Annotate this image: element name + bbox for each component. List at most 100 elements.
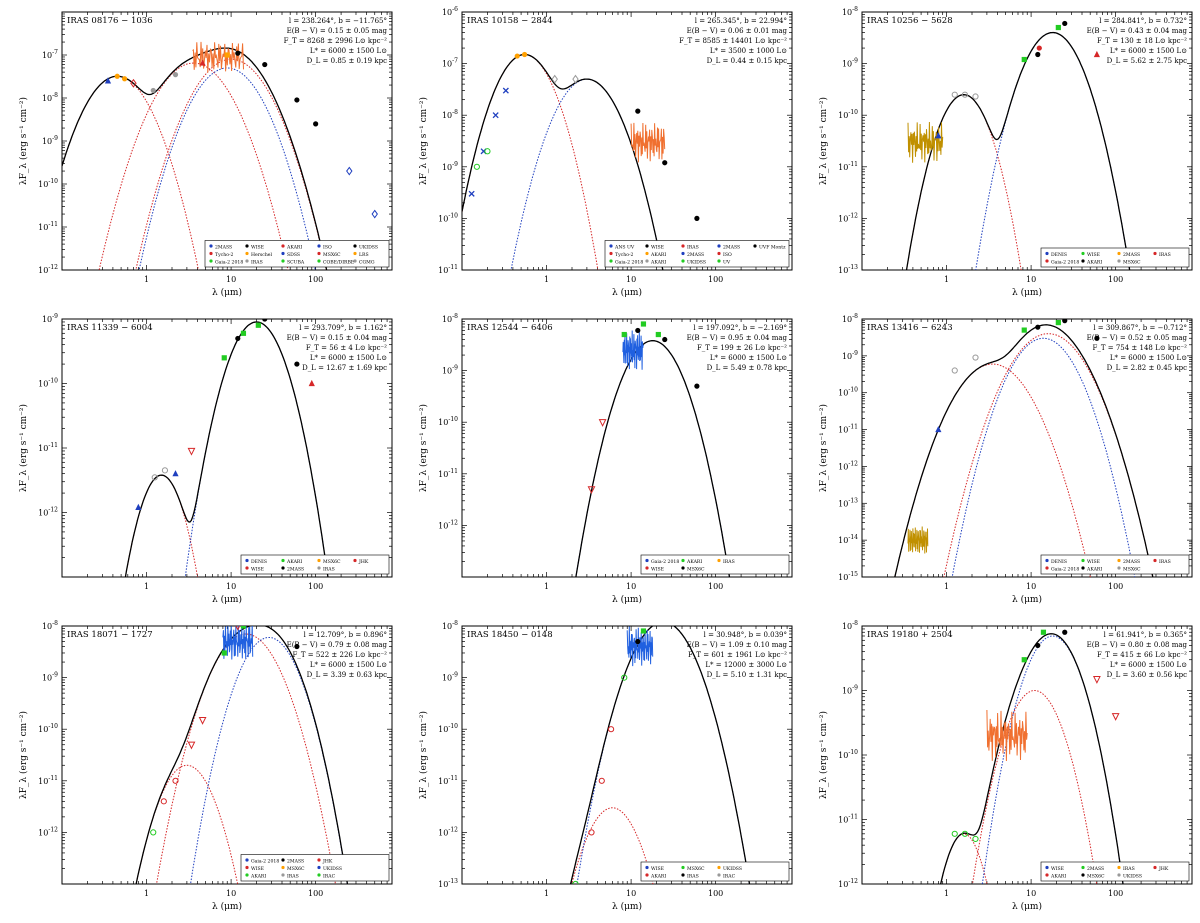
- photometry-point: [240, 626, 247, 629]
- legend-box: [1040, 861, 1190, 882]
- total-model-curve: [905, 31, 1131, 270]
- photometry-point: [151, 474, 158, 481]
- legend-marker: [317, 566, 321, 570]
- legend-marker: [1117, 251, 1121, 256]
- legend-label: 2MASS: [287, 859, 304, 865]
- legend-marker: [1081, 865, 1085, 870]
- legend-label: 2MASS: [287, 567, 304, 573]
- observed-spectrum: [626, 626, 654, 667]
- fit-parameter: E(B − V) = 0.80 ± 0.08 mag: [1087, 641, 1188, 649]
- legend-marker: [209, 244, 213, 248]
- x-tick-label: 100: [1108, 275, 1123, 284]
- legend-label: AKARI: [250, 874, 266, 880]
- y-tick-label: 10-10: [38, 378, 58, 389]
- legend-marker: [681, 558, 685, 563]
- sed-plot: 1 10 100 10-12 10-11 10-10 10-9 10-8 λ (μm) λF_λ …: [418, 313, 793, 605]
- legend-label: JHK: [322, 859, 333, 865]
- fit-parameter: E(B − V) = 0.79 ± 0.08 mag: [287, 641, 388, 649]
- fit-parameter: E(B − V) = 0.43 ± 0.04 mag: [1087, 27, 1188, 35]
- fit-parameter: E(B − V) = 0.52 ± 0.05 mag: [1087, 334, 1188, 342]
- photometry-point: [104, 77, 112, 84]
- fit-parameter: l = 284.841°, b = 0.732°: [1099, 17, 1187, 25]
- fit-parameter: F_T = 130 ± 18 L⊙ kpc⁻²: [1097, 37, 1187, 45]
- x-axis-label: λ (μm): [1012, 594, 1042, 605]
- legend-marker: [1045, 259, 1049, 263]
- legend-label: UV: [723, 260, 731, 266]
- legend-box: [640, 554, 790, 575]
- photometry-point: [235, 335, 241, 342]
- photometry-point: [961, 91, 969, 98]
- x-axis-label: λ (μm): [1012, 901, 1042, 912]
- y-axis-label: λF_λ (erg s⁻¹ cm⁻²): [418, 97, 429, 185]
- legend-marker: [1117, 865, 1121, 870]
- legend-marker: [281, 865, 285, 870]
- photometry-point: [1055, 319, 1061, 326]
- legend-label: Gaia-2 2018: [251, 859, 279, 865]
- cool-component: [462, 54, 599, 270]
- fit-parameter: E(B − V) = 0.15 ± 0.05 mag: [287, 27, 388, 35]
- legend-marker: [281, 244, 285, 248]
- total-model-curve: [894, 324, 1154, 577]
- legend-label: AKARI: [1050, 874, 1066, 880]
- panel-title: IRAS 13416 − 6243: [867, 323, 953, 333]
- legend-marker: [1153, 865, 1157, 870]
- legend-label: UKIDSS: [323, 866, 342, 872]
- legend-label: UKIDSS: [687, 260, 706, 266]
- fit-parameter: D_L = 3.60 ± 0.56 kpc: [1107, 671, 1188, 679]
- y-tick-label: 10-15: [838, 571, 858, 582]
- hot-dust-component: [951, 337, 1136, 577]
- photometry-point: [294, 361, 300, 367]
- photometry-point: [972, 93, 979, 100]
- cool-component: [62, 75, 199, 270]
- fit-parameter: E(B − V) = 0.15 ± 0.04 mag: [287, 334, 388, 342]
- legend-marker: [281, 566, 285, 570]
- plot-area: [575, 321, 731, 577]
- x-axis-label: λ (μm): [212, 287, 242, 298]
- fit-parameter: L* = 6000 ± 1500 L⊙: [310, 661, 387, 669]
- photometry-point: [572, 74, 579, 84]
- legend-marker: [317, 259, 321, 263]
- total-model-curve: [62, 47, 328, 270]
- legend-label: AKARI: [650, 260, 666, 266]
- photometry-point: [598, 777, 605, 784]
- sed-plot: 1 10 100 10-12 10-11 10-10 10-9 10-8 λ (μm) λF_λ …: [818, 620, 1193, 912]
- legend-marker: [681, 259, 685, 263]
- legend-label: ISO: [323, 245, 332, 251]
- photometry-point: [521, 51, 528, 58]
- photometry-point: [255, 322, 261, 328]
- legend-label: 2MASS: [687, 252, 704, 258]
- x-tick-label: 10: [626, 275, 636, 284]
- photometry-point: [662, 336, 668, 343]
- cool-component: [971, 690, 1098, 884]
- y-tick-label: 10-8: [442, 109, 458, 120]
- legend-label: 2MASS: [1123, 559, 1140, 565]
- legend-marker: [317, 244, 321, 248]
- photometry-point: [294, 97, 300, 103]
- y-axis-label: λF_λ (erg s⁻¹ cm⁻²): [818, 711, 829, 799]
- x-tick-label: 10: [1026, 889, 1036, 898]
- legend-marker: [281, 558, 285, 563]
- y-tick-label: 10-11: [838, 161, 858, 172]
- legend-box: [1040, 247, 1190, 268]
- legend-label: MSX6C: [1087, 874, 1105, 880]
- fit-parameter: l = 293.709°, b = 1.162°: [299, 324, 387, 332]
- photometry-point: [130, 78, 137, 88]
- legend-label: IRAC: [723, 874, 736, 880]
- y-tick-label: 10-11: [438, 468, 458, 479]
- legend-label: DENIS: [251, 559, 267, 565]
- legend-label: UVF Montz: [759, 245, 786, 251]
- x-tick-label: 1: [144, 582, 149, 591]
- x-tick-label: 1: [544, 889, 549, 898]
- x-tick-label: 10: [626, 582, 636, 591]
- legend-marker: [681, 566, 685, 570]
- photometry-point: [1035, 324, 1041, 330]
- photometry-point: [1035, 642, 1041, 649]
- x-tick-label: 1: [944, 582, 949, 591]
- legend-label: MSX6C: [687, 866, 705, 872]
- legend-label: AKARI: [650, 874, 666, 880]
- legend-label: IRAS: [287, 874, 299, 880]
- fit-parameter: l = 61.941°, b = 0.365°: [1104, 631, 1187, 639]
- sed-plot: 1 10 100 10-13 10-12 10-11 10-10 10-9 10-8 λ (μm)…: [418, 620, 793, 912]
- legend-label: WISE: [651, 567, 664, 573]
- photometry-point: [694, 215, 700, 221]
